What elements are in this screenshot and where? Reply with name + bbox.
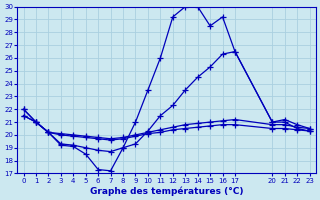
X-axis label: Graphe des températures (°C): Graphe des températures (°C) — [90, 186, 243, 196]
